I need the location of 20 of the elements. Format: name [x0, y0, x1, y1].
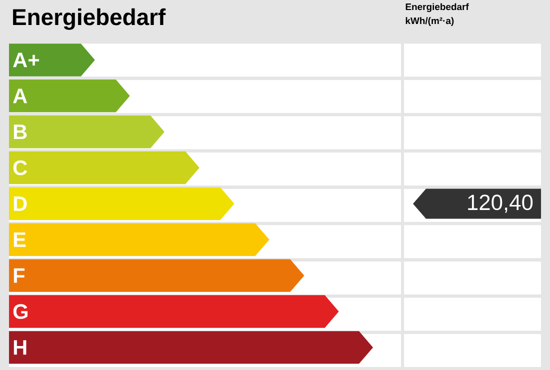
- bar: [9, 80, 130, 112]
- bar: [9, 187, 234, 220]
- bar: [9, 331, 374, 364]
- y-tick-label: G: [13, 304, 28, 319]
- bar: [9, 259, 304, 292]
- y-tick-label: E: [14, 232, 26, 247]
- bar: [9, 295, 339, 328]
- y-tick-label: F: [14, 268, 25, 283]
- chart-title: Energiebedarf: [13, 8, 166, 30]
- y-tick-label: A+: [13, 52, 40, 68]
- y-tick-label: D: [14, 196, 27, 211]
- bar: [9, 223, 270, 256]
- y-tick-label: B: [14, 124, 27, 140]
- text: 120,40: [468, 194, 533, 213]
- bar: [9, 115, 164, 148]
- text: Energiebedarf kWh/(m²·a): [406, 3, 469, 26]
- y-tick-label: H: [14, 340, 26, 355]
- bar: [9, 151, 200, 184]
- y-tick-label: C: [13, 160, 28, 176]
- y-tick-label: A: [13, 88, 28, 104]
